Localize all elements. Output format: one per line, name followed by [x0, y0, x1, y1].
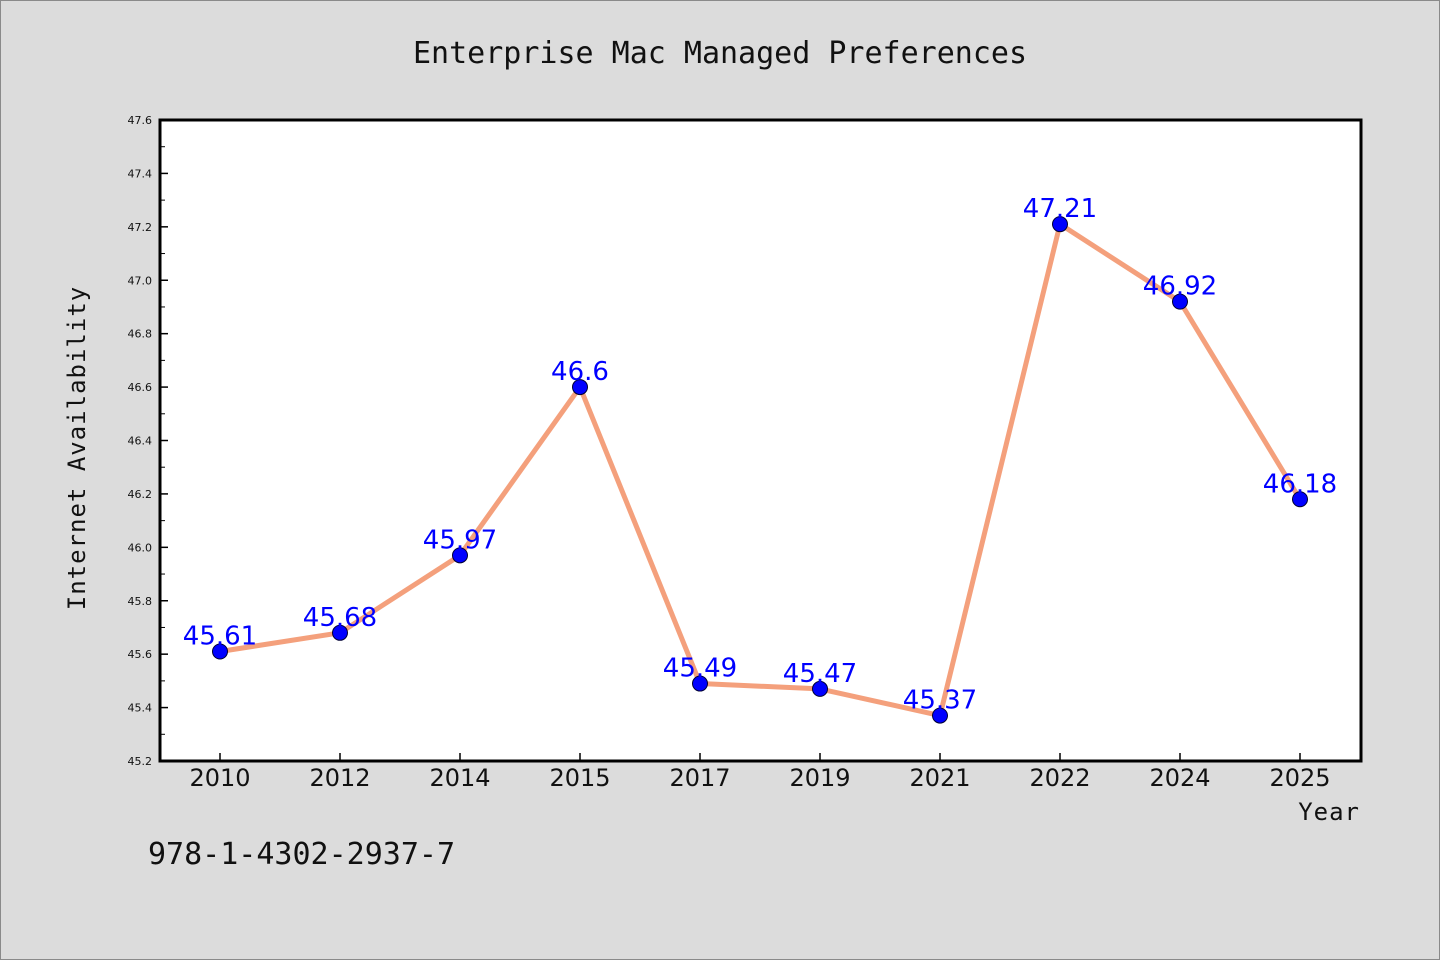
y-tick-label: 47.4: [128, 167, 153, 180]
y-tick-label: 47.0: [128, 274, 153, 287]
series-line: [217, 221, 1303, 719]
data-label: 46.6: [551, 357, 609, 387]
y-tick-label: 46.4: [128, 435, 153, 448]
x-tick-label: 2024: [1149, 764, 1210, 792]
data-point: [1172, 293, 1188, 310]
y-tick-label: 46.8: [128, 328, 153, 341]
data-label: 45.37: [903, 686, 977, 716]
data-point: [932, 707, 948, 724]
y-tick-label: 47.6: [128, 114, 153, 127]
data-point: [332, 624, 348, 641]
data-point: [572, 379, 588, 396]
x-tick-label: 2022: [1029, 764, 1090, 792]
y-tick-label: 45.4: [128, 702, 153, 715]
y-tick-label: 47.2: [128, 221, 153, 234]
data-label: 46.92: [1143, 272, 1217, 302]
y-tick-label: 46.6: [128, 381, 153, 394]
data-point: [692, 675, 708, 692]
x-tick-label: 2017: [669, 764, 730, 792]
data-label: 47.21: [1023, 194, 1097, 224]
x-tick-label: 2012: [309, 764, 370, 792]
x-axis: 2010 2012 2014 2015 2017 2019 2021 2022 2024 2025: [189, 753, 1331, 792]
y-axis-label: Internet Availability: [63, 286, 91, 610]
x-axis-label: Year: [1298, 798, 1360, 826]
data-label: 46.18: [1263, 469, 1337, 499]
x-tick-label: 2010: [189, 764, 250, 792]
y-tick-label: 46.2: [128, 488, 153, 501]
data-point: [452, 547, 468, 564]
data-point: [812, 680, 828, 697]
data-label: 45.47: [783, 659, 857, 689]
data-markers: [212, 216, 1308, 724]
data-point: [212, 643, 228, 660]
data-point: [1052, 216, 1068, 233]
data-label: 45.68: [303, 603, 377, 633]
y-axis: 45.2 45.4 45.6 45.8 46.0 46.2 46.4 46.6 46.8 47.0…: [128, 114, 168, 768]
y-tick-label: 46.0: [128, 541, 153, 554]
data-point: [1292, 491, 1308, 508]
plot-area: [158, 118, 1363, 763]
x-tick-label: 2014: [429, 764, 490, 792]
chart-title: Enterprise Mac Managed Preferences: [413, 36, 1027, 71]
y-tick-label: 45.8: [128, 595, 153, 608]
x-tick-label: 2019: [789, 764, 850, 792]
y-tick-label: 45.2: [128, 755, 153, 768]
data-label: 45.61: [183, 621, 257, 651]
data-labels: 45.61 45.68 45.97 46.6 45.49 45.47 45.37 47.21 4…: [183, 194, 1337, 715]
y-tick-label: 45.6: [128, 648, 153, 661]
x-tick-label: 2015: [549, 764, 610, 792]
data-label: 45.49: [663, 654, 737, 684]
data-label: 45.97: [423, 525, 497, 555]
footnote: 978-1-4302-2937-7: [148, 837, 455, 872]
x-tick-label: 2025: [1269, 764, 1330, 792]
x-tick-label: 2021: [909, 764, 970, 792]
